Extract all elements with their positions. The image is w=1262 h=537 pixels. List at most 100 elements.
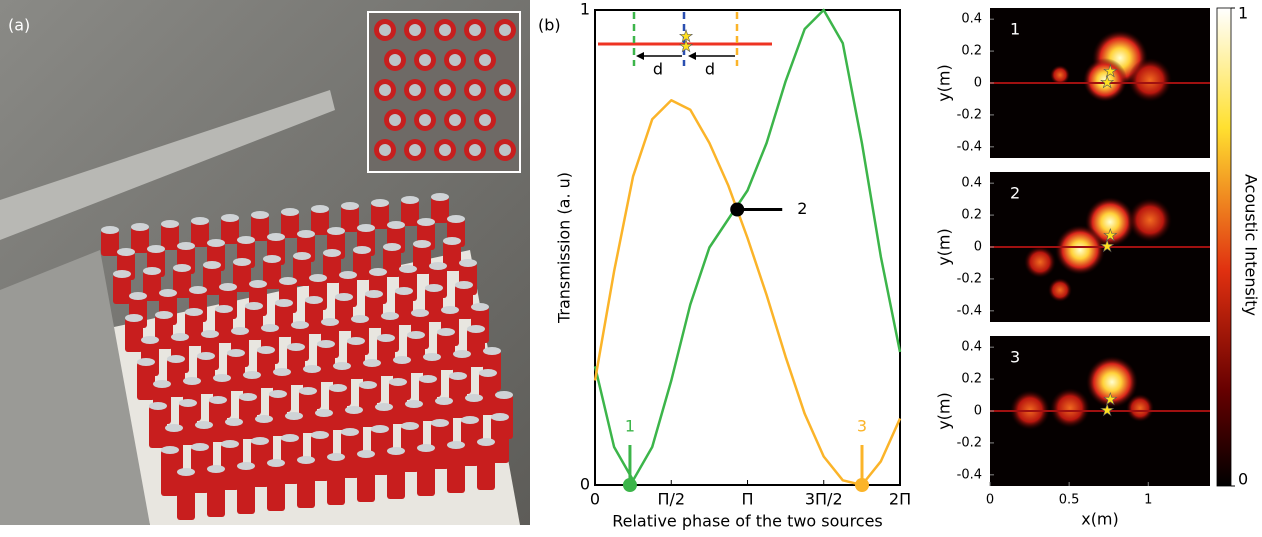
can-top	[461, 416, 479, 424]
can-top	[339, 271, 357, 279]
intensity-blob	[1126, 394, 1154, 422]
can-top	[435, 397, 453, 405]
plot-frame	[595, 10, 900, 485]
can-top	[183, 377, 201, 385]
inset-label: d	[653, 60, 663, 79]
can-top	[327, 227, 345, 235]
can-hole	[379, 24, 391, 36]
can-top	[215, 305, 233, 313]
can-hole	[449, 114, 461, 126]
can-top	[417, 218, 435, 226]
can-top	[317, 340, 335, 348]
y-tick-label: 0.4	[961, 12, 982, 27]
can	[237, 466, 255, 514]
can-top	[285, 412, 303, 420]
can-top	[425, 284, 443, 292]
can-top	[429, 262, 447, 270]
can-top	[353, 246, 371, 254]
can-top	[143, 267, 161, 275]
can-top	[275, 299, 293, 307]
colorbar	[1217, 8, 1231, 486]
can-top	[345, 406, 363, 414]
can	[207, 469, 225, 517]
can-top	[467, 325, 485, 333]
line-series	[595, 10, 900, 480]
intensity-blob	[1128, 198, 1172, 242]
can-hole	[439, 144, 451, 156]
can-top	[495, 391, 513, 399]
x-axis-label: Relative phase of the two sources	[612, 512, 883, 531]
y-tick-label: -0.4	[957, 139, 982, 154]
can-top	[443, 237, 461, 245]
can-top	[387, 221, 405, 229]
y-axis-label: y(m)	[935, 228, 954, 266]
x-tick-label: Π	[742, 490, 754, 509]
can-top	[251, 437, 269, 445]
can-top	[227, 349, 245, 357]
can-top	[327, 453, 345, 461]
can-top	[209, 396, 227, 404]
can-top	[243, 371, 261, 379]
can-hole	[419, 114, 431, 126]
can-hole	[379, 144, 391, 156]
can-top	[383, 243, 401, 251]
can-top	[377, 334, 395, 342]
can-top	[431, 193, 449, 201]
can-top	[239, 393, 257, 401]
can-top	[341, 428, 359, 436]
can-top	[305, 296, 323, 304]
can	[137, 362, 155, 400]
can-top	[315, 409, 333, 417]
can-top	[483, 347, 501, 355]
can-top	[129, 292, 147, 300]
can-top	[207, 239, 225, 247]
figure: (a) (b) ★ ★ d d 010Π/2Π3Π/22ΠRelative ph…	[0, 0, 1262, 537]
x-tick-label: Π/2	[657, 490, 685, 509]
y-tick-label: -0.4	[957, 303, 982, 318]
can-top	[131, 223, 149, 231]
x-tick-label: 0	[590, 490, 600, 509]
can	[177, 472, 195, 520]
y-tick-label: -0.4	[957, 467, 982, 482]
can-top	[149, 402, 167, 410]
can-top	[287, 343, 305, 351]
can-top	[293, 252, 311, 260]
can-hole	[499, 144, 511, 156]
can-top	[375, 403, 393, 411]
can-hole	[439, 84, 451, 96]
panel-number: 3	[1010, 348, 1020, 367]
can-top	[395, 287, 413, 295]
can-top	[233, 258, 251, 266]
can	[357, 454, 375, 502]
can-top	[341, 202, 359, 210]
can-top	[419, 375, 437, 383]
y-tick-label: 0	[974, 240, 982, 255]
can-top	[291, 321, 309, 329]
y-tick-label: 0.4	[961, 176, 982, 191]
can-top	[363, 359, 381, 367]
can-top	[249, 280, 267, 288]
can-top	[329, 384, 347, 392]
can-top	[393, 356, 411, 364]
can-top	[471, 303, 489, 311]
can-top	[207, 465, 225, 473]
can-hole	[479, 114, 491, 126]
can-top	[413, 240, 431, 248]
y-tick-label: 0	[974, 76, 982, 91]
can-top	[201, 330, 219, 338]
can-top	[405, 400, 423, 408]
panel-number: 2	[1010, 184, 1020, 203]
can	[113, 274, 131, 304]
y-tick-label: -0.2	[957, 435, 982, 450]
intensity-blob	[1048, 278, 1072, 302]
can-top	[437, 328, 455, 336]
annotation-label: 2	[797, 199, 807, 218]
annotation-point	[730, 203, 744, 217]
can-top	[297, 456, 315, 464]
panel-label: (a)	[8, 16, 30, 35]
can	[447, 445, 465, 493]
can-top	[387, 447, 405, 455]
can-top	[231, 327, 249, 335]
can-top	[191, 217, 209, 225]
can	[417, 448, 435, 496]
